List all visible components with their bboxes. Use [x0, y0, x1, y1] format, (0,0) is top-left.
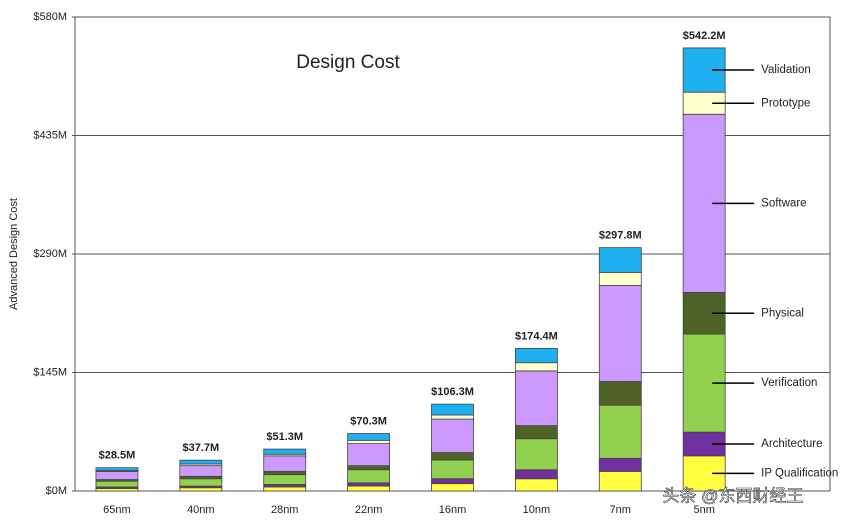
y-axis-label: Advanced Design Cost	[8, 198, 20, 310]
bar-segment	[95, 480, 139, 488]
legend-label: IP Qualification	[761, 467, 838, 479]
chart-title: Design Cost	[296, 52, 400, 73]
bar-segment	[598, 271, 642, 286]
bar-segment	[431, 403, 474, 416]
bar-segment	[179, 478, 223, 487]
bar-segment	[598, 470, 642, 492]
bar-segment	[263, 470, 307, 476]
bar-segment	[431, 459, 474, 480]
legend-label: Verification	[761, 377, 817, 389]
bar-segment	[179, 459, 223, 465]
x-tick-label: 22nm	[355, 504, 383, 516]
bar-segment	[431, 452, 474, 461]
bar-segment	[263, 486, 307, 492]
bar-segment	[347, 469, 391, 484]
bar-segment	[263, 448, 307, 455]
total-label: $106.3M	[431, 386, 474, 398]
x-tick-label: 65nm	[103, 504, 131, 516]
bar-segment	[598, 381, 642, 406]
bar-segment	[598, 404, 642, 459]
bar-segment	[431, 478, 474, 485]
bar-segment	[179, 487, 223, 492]
total-label: $70.3M	[350, 415, 387, 427]
bar-segment	[514, 348, 558, 364]
bar-segment	[431, 418, 474, 453]
total-label: $37.7M	[182, 442, 219, 454]
y-tick-label: $145M	[33, 366, 67, 378]
bar-segment	[431, 414, 474, 420]
total-label: $51.3M	[266, 431, 303, 443]
bar-segment	[263, 455, 307, 472]
bar-segment	[95, 470, 139, 480]
total-label: $297.8M	[599, 230, 642, 242]
bar-segment	[514, 469, 558, 480]
bar-segment	[95, 467, 139, 471]
x-tick-label: 40nm	[187, 504, 215, 516]
total-label: $174.4M	[515, 330, 558, 342]
legend-label: Software	[761, 197, 806, 209]
y-tick-label: $435M	[33, 129, 67, 141]
total-label: $28.5M	[99, 450, 136, 462]
bar-segment	[347, 439, 391, 444]
bar-segment	[347, 482, 391, 487]
bar-segment	[514, 362, 558, 372]
x-tick-label: 16nm	[439, 504, 467, 516]
bar-segment	[347, 465, 391, 471]
x-tick-label: 5nm	[693, 504, 714, 516]
bar-segment	[598, 457, 642, 472]
bar-segment	[347, 433, 391, 441]
y-tick-label: $290M	[33, 248, 67, 260]
bar-segment	[514, 425, 558, 440]
bar-segment	[431, 483, 474, 492]
legend-label: Physical	[761, 307, 804, 319]
bar-segment	[598, 247, 642, 273]
x-tick-label: 7nm	[610, 504, 631, 516]
bar-segment	[514, 370, 558, 427]
bar-segment	[263, 474, 307, 485]
x-tick-label: 10nm	[523, 504, 551, 516]
bar-segment	[347, 485, 391, 492]
bar-segment	[347, 443, 391, 467]
legend-label: Architecture	[761, 438, 822, 450]
bar-segment	[598, 285, 642, 382]
x-tick-label: 28nm	[271, 504, 299, 516]
bar-segment	[514, 478, 558, 492]
y-tick-label: $580M	[33, 11, 67, 23]
bar-segment	[179, 465, 223, 477]
watermark: 头条 @东西财经王	[663, 486, 804, 505]
bar-segment	[514, 438, 558, 471]
legend-label: Prototype	[761, 97, 810, 109]
legend-label: Validation	[761, 64, 811, 76]
total-label: $542.2M	[683, 30, 726, 42]
y-tick-label: $0M	[46, 485, 67, 497]
